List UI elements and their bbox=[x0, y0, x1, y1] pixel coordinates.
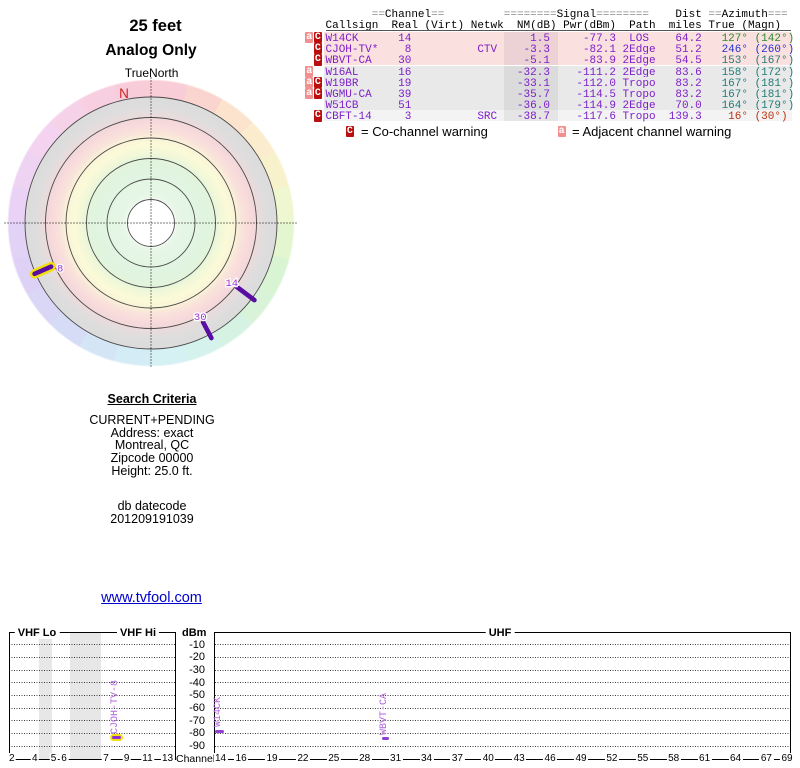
svg-text:14: 14 bbox=[225, 278, 238, 290]
svg-text:8: 8 bbox=[57, 264, 63, 276]
svg-text:30: 30 bbox=[194, 312, 207, 324]
